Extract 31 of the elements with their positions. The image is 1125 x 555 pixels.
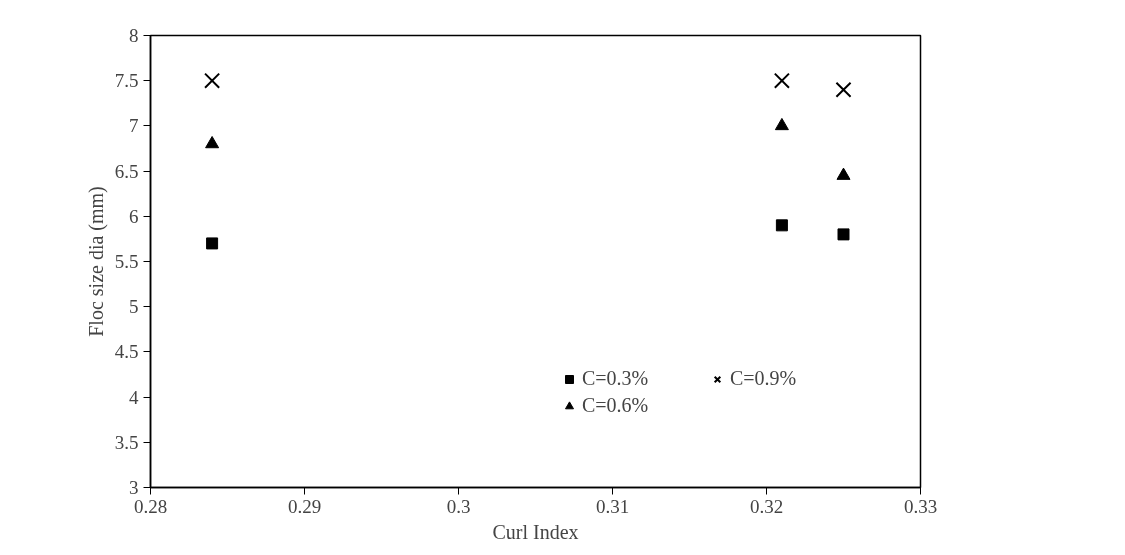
y-tick-label: 4 — [129, 386, 139, 408]
x-tick-label: 0.3 — [446, 495, 471, 517]
point — [835, 81, 852, 98]
point — [773, 72, 790, 89]
legend-label: C=0.6% — [582, 394, 650, 417]
legend-label: C=0.3% — [582, 367, 650, 390]
point — [205, 135, 220, 149]
x-tick-label: 0.28 — [133, 495, 168, 517]
y-tick-label: 8 — [129, 25, 139, 46]
x-tick-label: 0.33 — [903, 495, 938, 517]
legend-label: C=0.9% — [730, 367, 798, 390]
x-tick-label: 0.29 — [287, 495, 322, 517]
x-tick-label: 0.31 — [595, 495, 630, 517]
y-tick-label: 5.5 — [114, 251, 139, 272]
x-axis-title: Curl Index — [492, 520, 579, 543]
point — [775, 219, 788, 232]
y-tick-label: 3.5 — [114, 431, 139, 453]
point — [204, 72, 221, 89]
point — [836, 167, 851, 180]
x-tick-label: 0.32 — [749, 495, 784, 517]
y-tick-label: 6 — [129, 205, 139, 227]
y-tick-label: 7.5 — [114, 70, 139, 92]
y-tick-label: 5 — [129, 296, 139, 318]
y-tick-label: 3 — [129, 477, 139, 498]
point — [774, 117, 789, 131]
y-tick-label: 7 — [129, 115, 139, 137]
y-axis-title: Floc size dia (mm) — [84, 186, 108, 337]
y-tick-label: 6.5 — [114, 160, 139, 182]
point — [206, 237, 219, 250]
point — [837, 228, 850, 241]
y-tick-label: 4.5 — [114, 341, 139, 363]
